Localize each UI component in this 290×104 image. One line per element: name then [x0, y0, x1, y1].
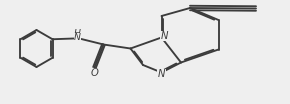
Text: O: O: [90, 69, 98, 79]
Text: N: N: [74, 33, 81, 43]
Text: N: N: [160, 31, 168, 41]
Text: H: H: [74, 28, 81, 38]
Text: N: N: [158, 69, 165, 79]
